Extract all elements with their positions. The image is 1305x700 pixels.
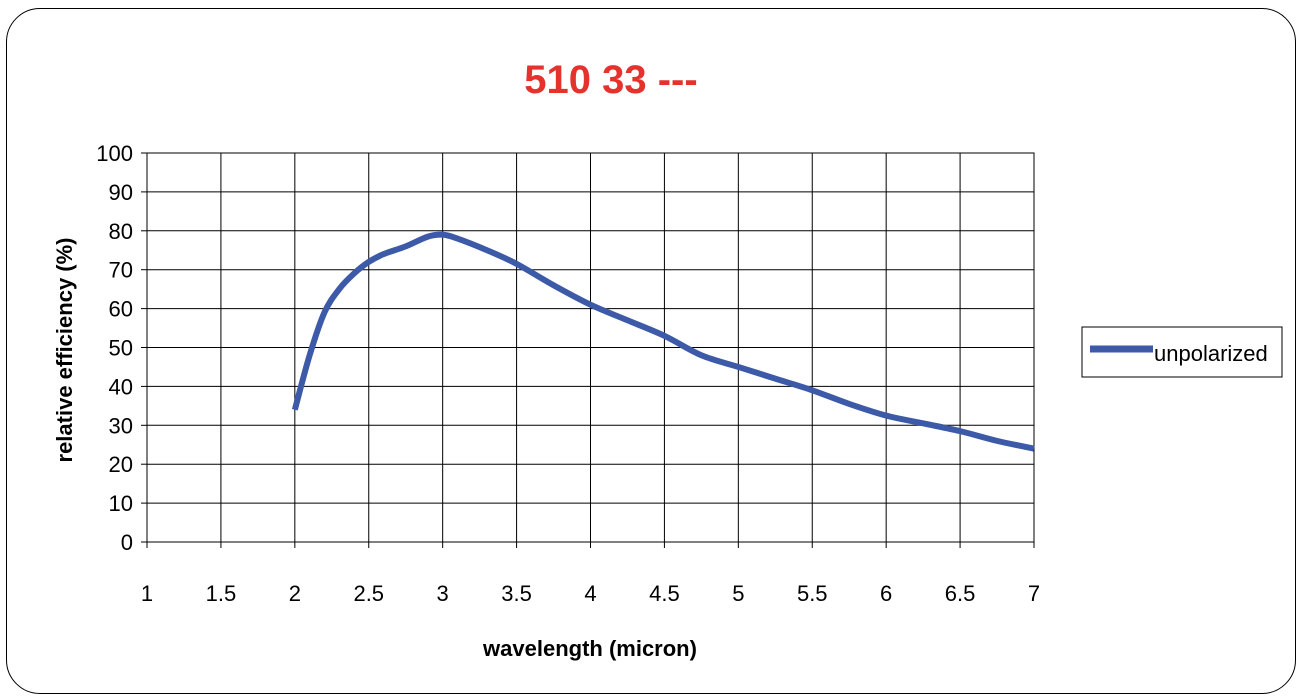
y-tick-label: 30 (109, 413, 133, 438)
x-tick-label: 5 (732, 581, 744, 606)
grid (146, 152, 1035, 543)
x-tick-label: 6 (880, 581, 892, 606)
y-tick-label: 90 (109, 180, 133, 205)
axes: 1 1.5 2 2.5 3 3.5 4 4.5 5 5.5 6 6.5 7010203040506070… (96, 141, 1040, 606)
y-tick-label: 80 (109, 219, 133, 244)
x-tick-label: 4 (584, 581, 596, 606)
y-tick-label: 10 (109, 491, 133, 516)
y-tick-label: 0 (121, 530, 133, 555)
y-tick-label: 70 (109, 258, 133, 283)
x-tick-label: 3.5 (501, 581, 532, 606)
x-axis-title: wavelength (micron) (482, 636, 697, 661)
x-tick-label: 1 (141, 581, 153, 606)
x-tick-label: 4.5 (649, 581, 680, 606)
x-tick-label: 3 (437, 581, 449, 606)
y-tick-label: 60 (109, 297, 133, 322)
legend-label-unpolarized: unpolarized (1154, 341, 1268, 366)
x-tick-label: 7 (1028, 581, 1040, 606)
chart-title: 510 33 --- (524, 58, 697, 102)
x-tick-label: 6.5 (945, 581, 976, 606)
y-tick-label: 100 (96, 141, 133, 166)
y-axis-title: relative efficiency (%) (52, 238, 77, 463)
x-tick-label: 2.5 (353, 581, 384, 606)
x-tick-label: 5.5 (797, 581, 828, 606)
y-tick-label: 50 (109, 336, 133, 361)
series-layer (291, 231, 1035, 452)
legend: unpolarized (1081, 326, 1283, 378)
y-tick-label: 20 (109, 452, 133, 477)
x-tick-label: 1.5 (206, 581, 237, 606)
chart-frame (6, 8, 1296, 694)
x-tick-label: 2 (289, 581, 301, 606)
y-tick-label: 40 (109, 374, 133, 399)
